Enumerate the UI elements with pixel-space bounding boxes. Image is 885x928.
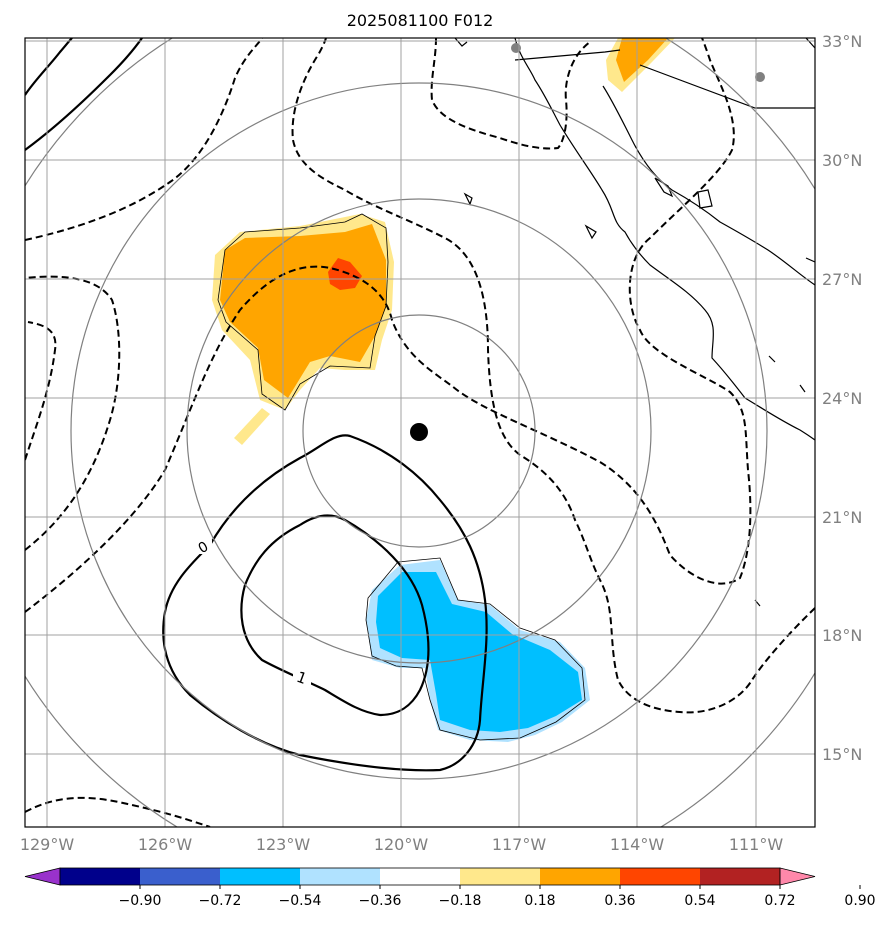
latitude-labels: 33°N 30°N 27°N 24°N 21°N 18°N 15°N xyxy=(822,32,862,764)
colorbar-tick-label: 0.72 xyxy=(764,893,795,909)
political-borders xyxy=(514,49,815,109)
lon-label: 114°W xyxy=(610,835,665,854)
lat-label: 15°N xyxy=(822,745,862,764)
gridlines xyxy=(25,38,815,827)
positive-anomaly-north-core xyxy=(616,38,668,82)
colorbar-segment xyxy=(60,868,141,885)
lon-label: 117°W xyxy=(492,835,547,854)
colorbar-extend-high xyxy=(779,867,816,886)
colorbar-tick-label: 0.18 xyxy=(524,893,555,909)
longitude-labels: 129°W 126°W 123°W 120°W 117°W 114°W 111°… xyxy=(20,835,784,854)
colorbar-segment xyxy=(540,868,621,885)
lat-label: 21°N xyxy=(822,508,862,527)
negative-anomaly-medium xyxy=(376,572,582,732)
lon-label: 111°W xyxy=(729,835,784,854)
lat-label: 27°N xyxy=(822,270,862,289)
lat-label: 30°N xyxy=(822,151,862,170)
contour-label-0-bg xyxy=(194,540,212,554)
contour-label-1-bg xyxy=(293,668,311,686)
colorbar-tick-label: 0.90 xyxy=(844,893,875,909)
positive-anomaly-medium xyxy=(220,224,386,398)
dashed-contours xyxy=(25,38,815,827)
negative-anomaly-outline xyxy=(365,557,586,741)
colorbar-segment xyxy=(620,868,701,885)
lon-label: 120°W xyxy=(374,835,429,854)
colorbar-tick-label: −0.36 xyxy=(359,893,402,909)
colorbar-tick-label: −0.72 xyxy=(199,893,242,909)
colorbar-segment xyxy=(220,868,301,885)
colorbar-segment xyxy=(380,868,461,885)
lon-label: 126°W xyxy=(138,835,193,854)
colorbar-segment xyxy=(300,868,381,885)
colorbar-frame xyxy=(59,867,781,886)
colorbar-tick-label: −0.18 xyxy=(439,893,482,909)
lon-label: 129°W xyxy=(20,835,75,854)
range-rings xyxy=(25,38,815,827)
colorbar-labels: −0.90 −0.72 −0.54 −0.36 −0.18 0.18 0.36 0.54 0.7… xyxy=(119,885,876,909)
colorbar-segment xyxy=(140,868,221,885)
positive-anomaly-outline xyxy=(217,213,389,411)
colorbar-tick-label: −0.54 xyxy=(279,893,322,909)
colorbar-segment xyxy=(460,868,541,885)
colorbar-tick-label: 0.36 xyxy=(604,893,635,909)
colorbar-tick-label: 0.54 xyxy=(684,893,715,909)
colorbar-tick-label: −0.90 xyxy=(119,893,162,909)
lat-label: 33°N xyxy=(822,32,862,51)
city-marker-hermosillo xyxy=(755,72,765,82)
map-area: 0 1 xyxy=(25,38,815,827)
positive-anomaly-streak xyxy=(234,408,270,445)
map-frame xyxy=(24,37,816,828)
colorbar-segment xyxy=(700,868,781,885)
figure-title: 2025081100 F012 xyxy=(347,11,494,30)
colorbar-extend-low xyxy=(24,867,61,886)
lon-label: 123°W xyxy=(256,835,311,854)
positive-anomaly-strong xyxy=(328,258,362,290)
lat-label: 24°N xyxy=(822,389,862,408)
lat-label: 18°N xyxy=(822,626,862,645)
colorbar xyxy=(24,867,816,886)
storm-center-marker xyxy=(410,423,428,441)
